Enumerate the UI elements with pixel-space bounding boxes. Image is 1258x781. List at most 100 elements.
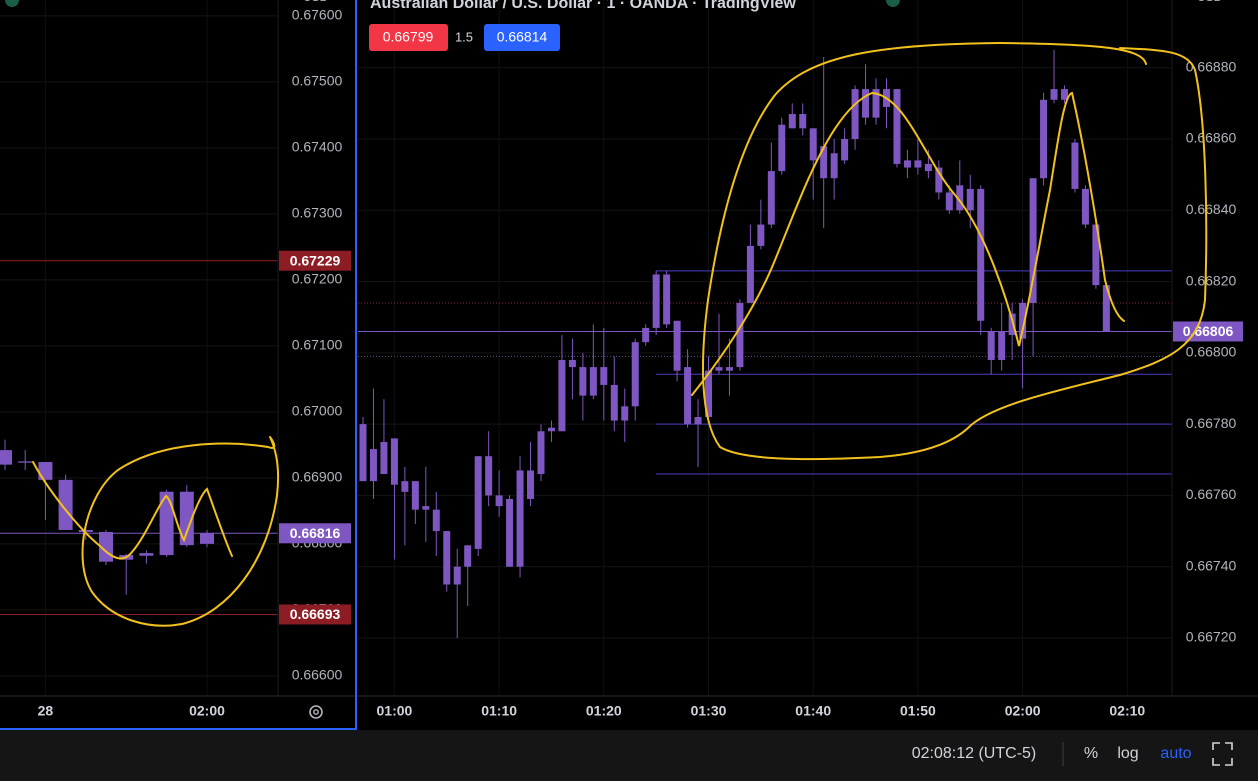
candle-body — [411, 481, 419, 510]
candle-body — [924, 163, 932, 172]
candle-body — [401, 481, 409, 492]
price-label: 0.66806 — [1183, 323, 1234, 339]
log-toggle[interactable]: log — [1117, 745, 1138, 762]
candle-body — [914, 160, 922, 168]
candle-body — [579, 367, 587, 396]
candle-body — [841, 139, 849, 161]
candle-body — [78, 529, 93, 532]
candle-body — [694, 417, 702, 425]
candle-body — [0, 450, 12, 465]
candle-body — [485, 456, 493, 496]
candle-body — [527, 470, 535, 499]
settings-icon[interactable] — [309, 705, 323, 719]
y-tick-label: 0.67200 — [292, 271, 343, 287]
candle-body — [862, 89, 870, 118]
spread: 1.5 — [455, 29, 473, 44]
candle-body — [589, 367, 597, 396]
candle-body — [422, 506, 430, 510]
x-tick-label: 01:40 — [795, 703, 831, 719]
candle-body — [1040, 99, 1048, 179]
x-tick-label: 01:50 — [900, 703, 936, 719]
y-tick-label: 0.66760 — [1186, 486, 1237, 502]
y-tick-label: 0.66880 — [1186, 58, 1237, 74]
candle-body — [58, 479, 73, 530]
fullscreen-icon[interactable] — [1212, 742, 1233, 766]
candle-body — [1092, 224, 1100, 286]
status-dot — [886, 0, 900, 7]
candle-body — [799, 114, 807, 129]
candle-body — [506, 498, 514, 567]
price-label-box — [279, 523, 351, 544]
y-tick-label: 0.66600 — [292, 667, 343, 683]
candle-body — [684, 367, 692, 425]
y-tick-label: 0.66840 — [1186, 201, 1237, 217]
candle-body — [610, 384, 618, 421]
candle-body — [1060, 89, 1068, 100]
candle-body — [673, 320, 681, 371]
candle-body — [1029, 178, 1037, 303]
y-tick-label: 0.67100 — [292, 337, 343, 353]
y-tick-label: 0.66720 — [1186, 629, 1237, 645]
candle-body — [977, 188, 985, 321]
candle-body — [1102, 285, 1110, 332]
candle-body — [179, 491, 194, 546]
chart-layer: 0.67600 0.67500 0.67400 0.67300 0.67200 0.671… — [0, 0, 1243, 719]
clock: 02:08:12 (UTC-5) — [912, 745, 1037, 762]
candle-body — [547, 427, 555, 432]
hand-annotation — [32, 41, 1208, 627]
active-panel-border[interactable] — [0, 0, 357, 730]
candle-body — [495, 495, 503, 507]
candle-body — [621, 406, 629, 421]
candle-body — [956, 185, 964, 211]
candle-body — [736, 302, 744, 368]
candle-body — [966, 188, 974, 211]
ask-price: 0.66814 — [497, 29, 548, 45]
candle-body — [200, 533, 214, 544]
candle-body — [359, 424, 367, 482]
candle-body — [558, 359, 566, 432]
price-label: 0.66693 — [290, 606, 341, 622]
candle-body — [987, 331, 995, 360]
x-tick-label: 02:00 — [1005, 703, 1041, 719]
candle-body — [945, 192, 953, 211]
candle-body — [652, 274, 660, 328]
candle-body — [767, 171, 775, 225]
candle-body — [443, 531, 451, 585]
candle-body — [705, 370, 713, 417]
candle-body — [757, 224, 765, 246]
candle-body — [715, 367, 723, 371]
candle-body — [893, 89, 901, 164]
candle-body — [851, 89, 859, 139]
percent-toggle[interactable]: % — [1084, 745, 1098, 762]
candle-body — [369, 449, 377, 482]
candle-body — [464, 545, 472, 567]
candle-body — [380, 441, 388, 475]
candle-body — [788, 114, 796, 129]
bottom-bar — [0, 730, 1258, 781]
candle-body — [600, 367, 608, 385]
y-tick-label: 0.67300 — [292, 205, 343, 221]
candle-body — [725, 367, 733, 371]
candle-body — [1008, 313, 1016, 336]
price-label: 0.66816 — [290, 525, 341, 541]
y-tick-label: 0.66900 — [292, 469, 343, 485]
candle-body — [663, 274, 671, 325]
y-tick-label: 0.66780 — [1186, 415, 1237, 431]
y-tick-label: 0.66740 — [1186, 557, 1237, 573]
x-tick-label: 02:10 — [1109, 703, 1145, 719]
candle-body — [830, 153, 838, 179]
price-label-box — [279, 604, 351, 625]
candle-body — [139, 553, 154, 556]
status-dot — [5, 0, 19, 7]
candle-body — [998, 331, 1006, 360]
auto-toggle[interactable]: auto — [1160, 745, 1191, 762]
candle-body — [390, 438, 398, 485]
x-tick-label: 01:20 — [586, 703, 622, 719]
candle-body — [631, 342, 639, 407]
currency-label: USD — [303, 0, 329, 4]
y-tick-label: 0.66800 — [1186, 344, 1237, 360]
candle-body — [935, 167, 943, 193]
